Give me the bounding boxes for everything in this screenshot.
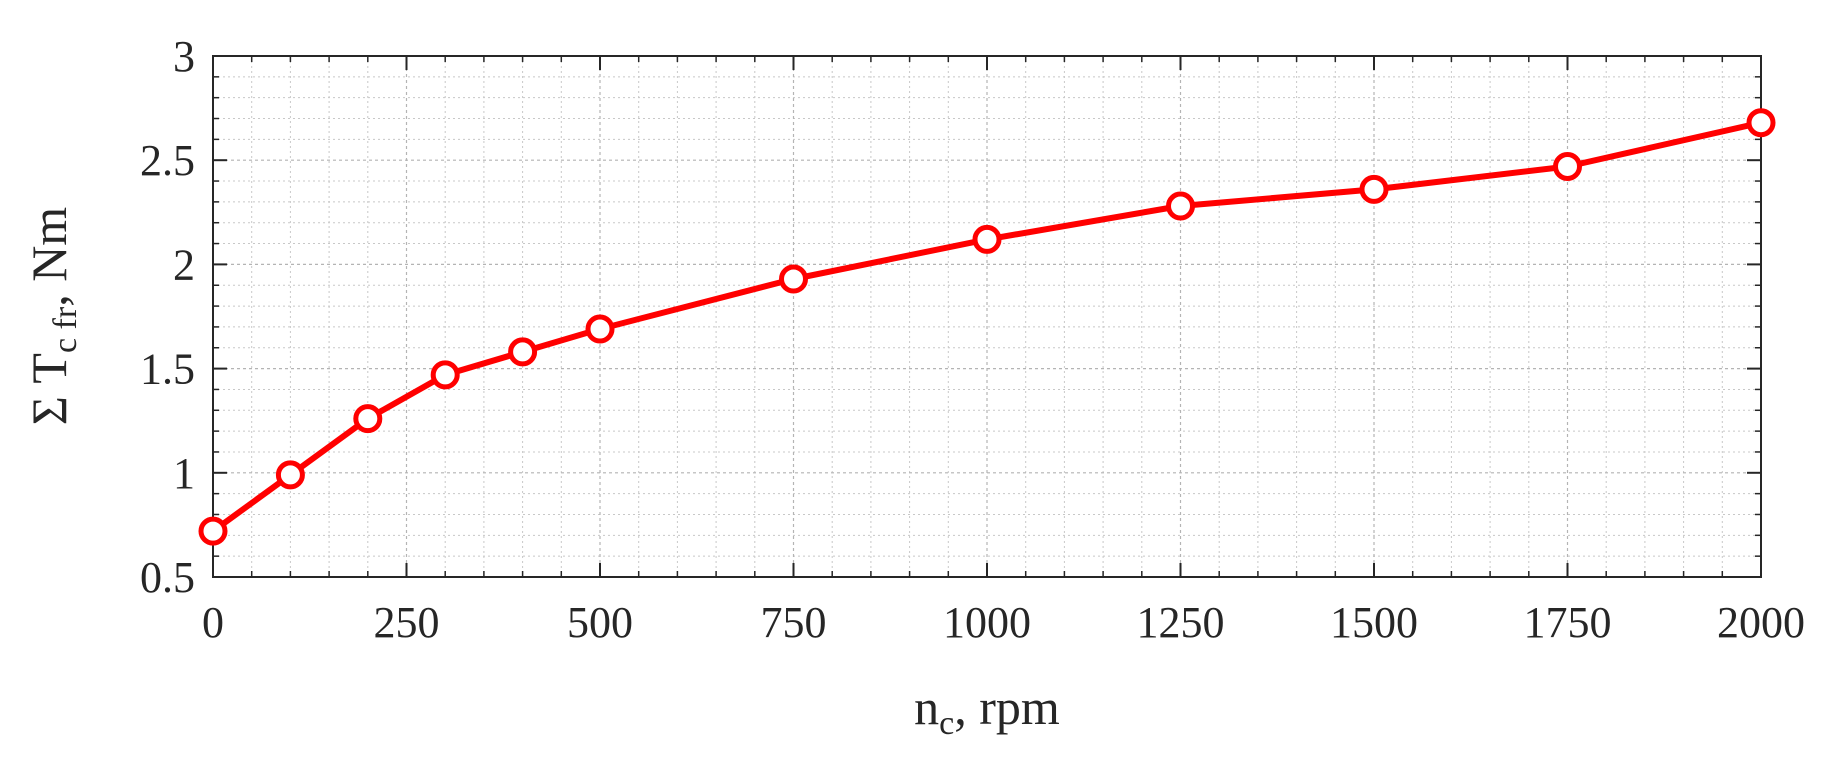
y-tick-label: 1: [173, 449, 195, 498]
x-tick-label: 1500: [1330, 598, 1418, 647]
data-point-marker: [353, 404, 383, 434]
series-line: [210, 119, 1764, 535]
axis-ticks: [212, 55, 1762, 578]
x-axis-label: nc, rpm: [914, 679, 1060, 742]
data-point-marker: [1553, 151, 1582, 181]
x-tick-label: 1250: [1137, 598, 1225, 647]
x-tick-label: 0: [202, 598, 224, 647]
data-point-marker: [1359, 174, 1389, 204]
y-tick-labels: 0.5 1 1.5 2 2.5 3: [140, 32, 195, 602]
y-axis-label-rest: , Nm: [21, 207, 77, 307]
data-point-marker: [1166, 191, 1195, 221]
series-layer: [198, 108, 1776, 546]
minor-grid: [213, 56, 1761, 577]
y-tick-label: 2: [173, 240, 195, 289]
y-tick-label: 0.5: [140, 553, 195, 602]
x-axis-label-main: n: [914, 679, 939, 735]
x-axis-label-rest: , rpm: [954, 679, 1060, 735]
x-tick-label: 1750: [1524, 598, 1612, 647]
x-tick-label: 2000: [1717, 598, 1805, 647]
data-point-marker: [198, 516, 228, 546]
data-point-marker: [430, 360, 460, 390]
data-point-marker: [779, 264, 808, 294]
data-point-marker: [972, 224, 1002, 254]
y-axis-label: Σ Tc fr, Nm: [21, 207, 84, 426]
x-tick-label: 1000: [943, 598, 1031, 647]
y-axis-label-sub: c fr: [47, 306, 84, 353]
data-point-marker: [1746, 108, 1776, 138]
data-point-marker: [585, 314, 615, 344]
data-point-marker: [508, 337, 538, 367]
x-tick-label: 250: [374, 598, 440, 647]
x-axis-label-sub: c: [939, 705, 954, 742]
x-tick-labels: 0 250 500 750 1000 1250 1500 1750 2000: [202, 598, 1805, 647]
x-tick-label: 750: [761, 598, 827, 647]
y-tick-label: 2.5: [140, 136, 195, 185]
y-axis-label-main: Σ T: [21, 353, 77, 425]
data-point-marker: [275, 460, 305, 490]
x-tick-label: 500: [567, 598, 633, 647]
y-tick-label: 3: [173, 32, 195, 81]
y-tick-label: 1.5: [140, 345, 195, 394]
